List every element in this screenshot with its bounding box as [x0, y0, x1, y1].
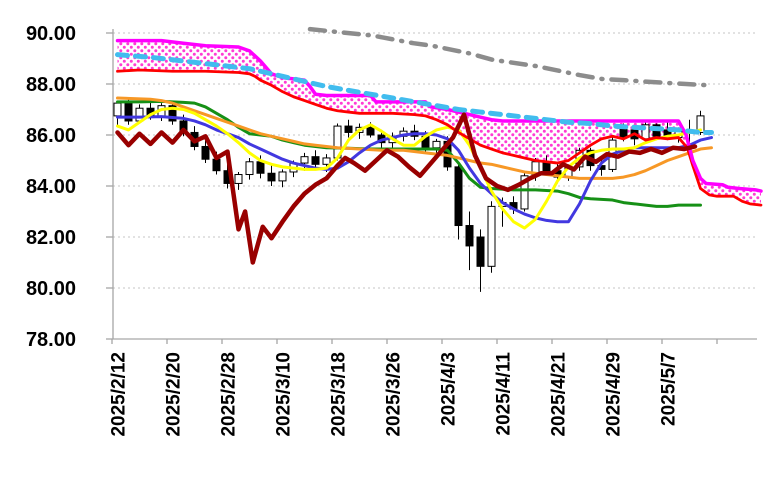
candle-body	[278, 171, 287, 182]
candle-body	[201, 145, 210, 160]
candle-body	[300, 156, 309, 164]
candle-body	[454, 166, 463, 227]
candle-body	[311, 156, 320, 165]
candle-body	[168, 105, 177, 122]
series-orange-line	[116, 96, 713, 180]
candle-body	[696, 115, 705, 133]
candle-body	[520, 175, 529, 210]
candle-body	[476, 236, 485, 267]
x-tick-label: 2025/5/7	[659, 352, 680, 426]
series-darkred-thick	[115, 112, 698, 265]
candle-body	[465, 225, 474, 247]
x-tick-label: 2025/2/12	[109, 352, 130, 437]
y-tick-label: 80.00	[26, 278, 76, 300]
y-tick-label: 84.00	[26, 176, 76, 198]
ichimoku-cloud	[117, 40, 761, 206]
y-axis-labels: 78.00 80.00 82.00 84.00 86.00 88.00 90.00	[26, 23, 76, 351]
candle-body	[487, 205, 496, 267]
x-tick-label: 2025/2/20	[164, 352, 185, 437]
series-blue-line	[116, 115, 713, 224]
candle-body	[322, 157, 331, 165]
x-tick-label: 2025/3/26	[384, 352, 405, 437]
candle-body	[432, 140, 441, 149]
candle-body	[344, 125, 353, 133]
series-span-a-red	[116, 68, 763, 207]
candle-body	[267, 172, 276, 182]
series-yellow-line	[116, 106, 702, 230]
candle-body	[212, 158, 221, 172]
overlay-lines-layer	[115, 26, 763, 265]
series-cyan-dashed	[115, 52, 714, 135]
candle-body	[366, 126, 375, 136]
y-tick-label: 88.00	[26, 74, 76, 96]
cloud-fill-dots	[117, 40, 761, 206]
x-axis-labels: 2025/2/12 2025/2/20 2025/2/28 2025/3/10 2025…	[109, 339, 718, 437]
series-gray-dashdot	[307, 26, 711, 88]
gridlines	[106, 29, 757, 340]
x-tick-label: 2025/2/28	[219, 352, 240, 437]
y-tick-label: 86.00	[26, 125, 76, 147]
candle-body	[113, 102, 122, 117]
x-tick-label: 2025/4/11	[494, 352, 515, 436]
candle-body	[256, 161, 265, 174]
x-tick-label: 2025/4/3	[439, 352, 460, 426]
series-green-line	[116, 99, 702, 208]
candle-body	[245, 161, 254, 176]
x-tick-label: 2025/3/18	[329, 352, 350, 437]
x-tick-label: 2025/3/10	[274, 352, 295, 437]
y-tick-label: 78.00	[26, 329, 76, 351]
y-tick-label: 82.00	[26, 227, 76, 249]
y-tick-label: 90.00	[26, 23, 76, 45]
x-tick-label: 2025/4/29	[604, 352, 625, 437]
x-tick-label: 2025/4/21	[549, 352, 570, 437]
candle-body	[234, 174, 243, 184]
